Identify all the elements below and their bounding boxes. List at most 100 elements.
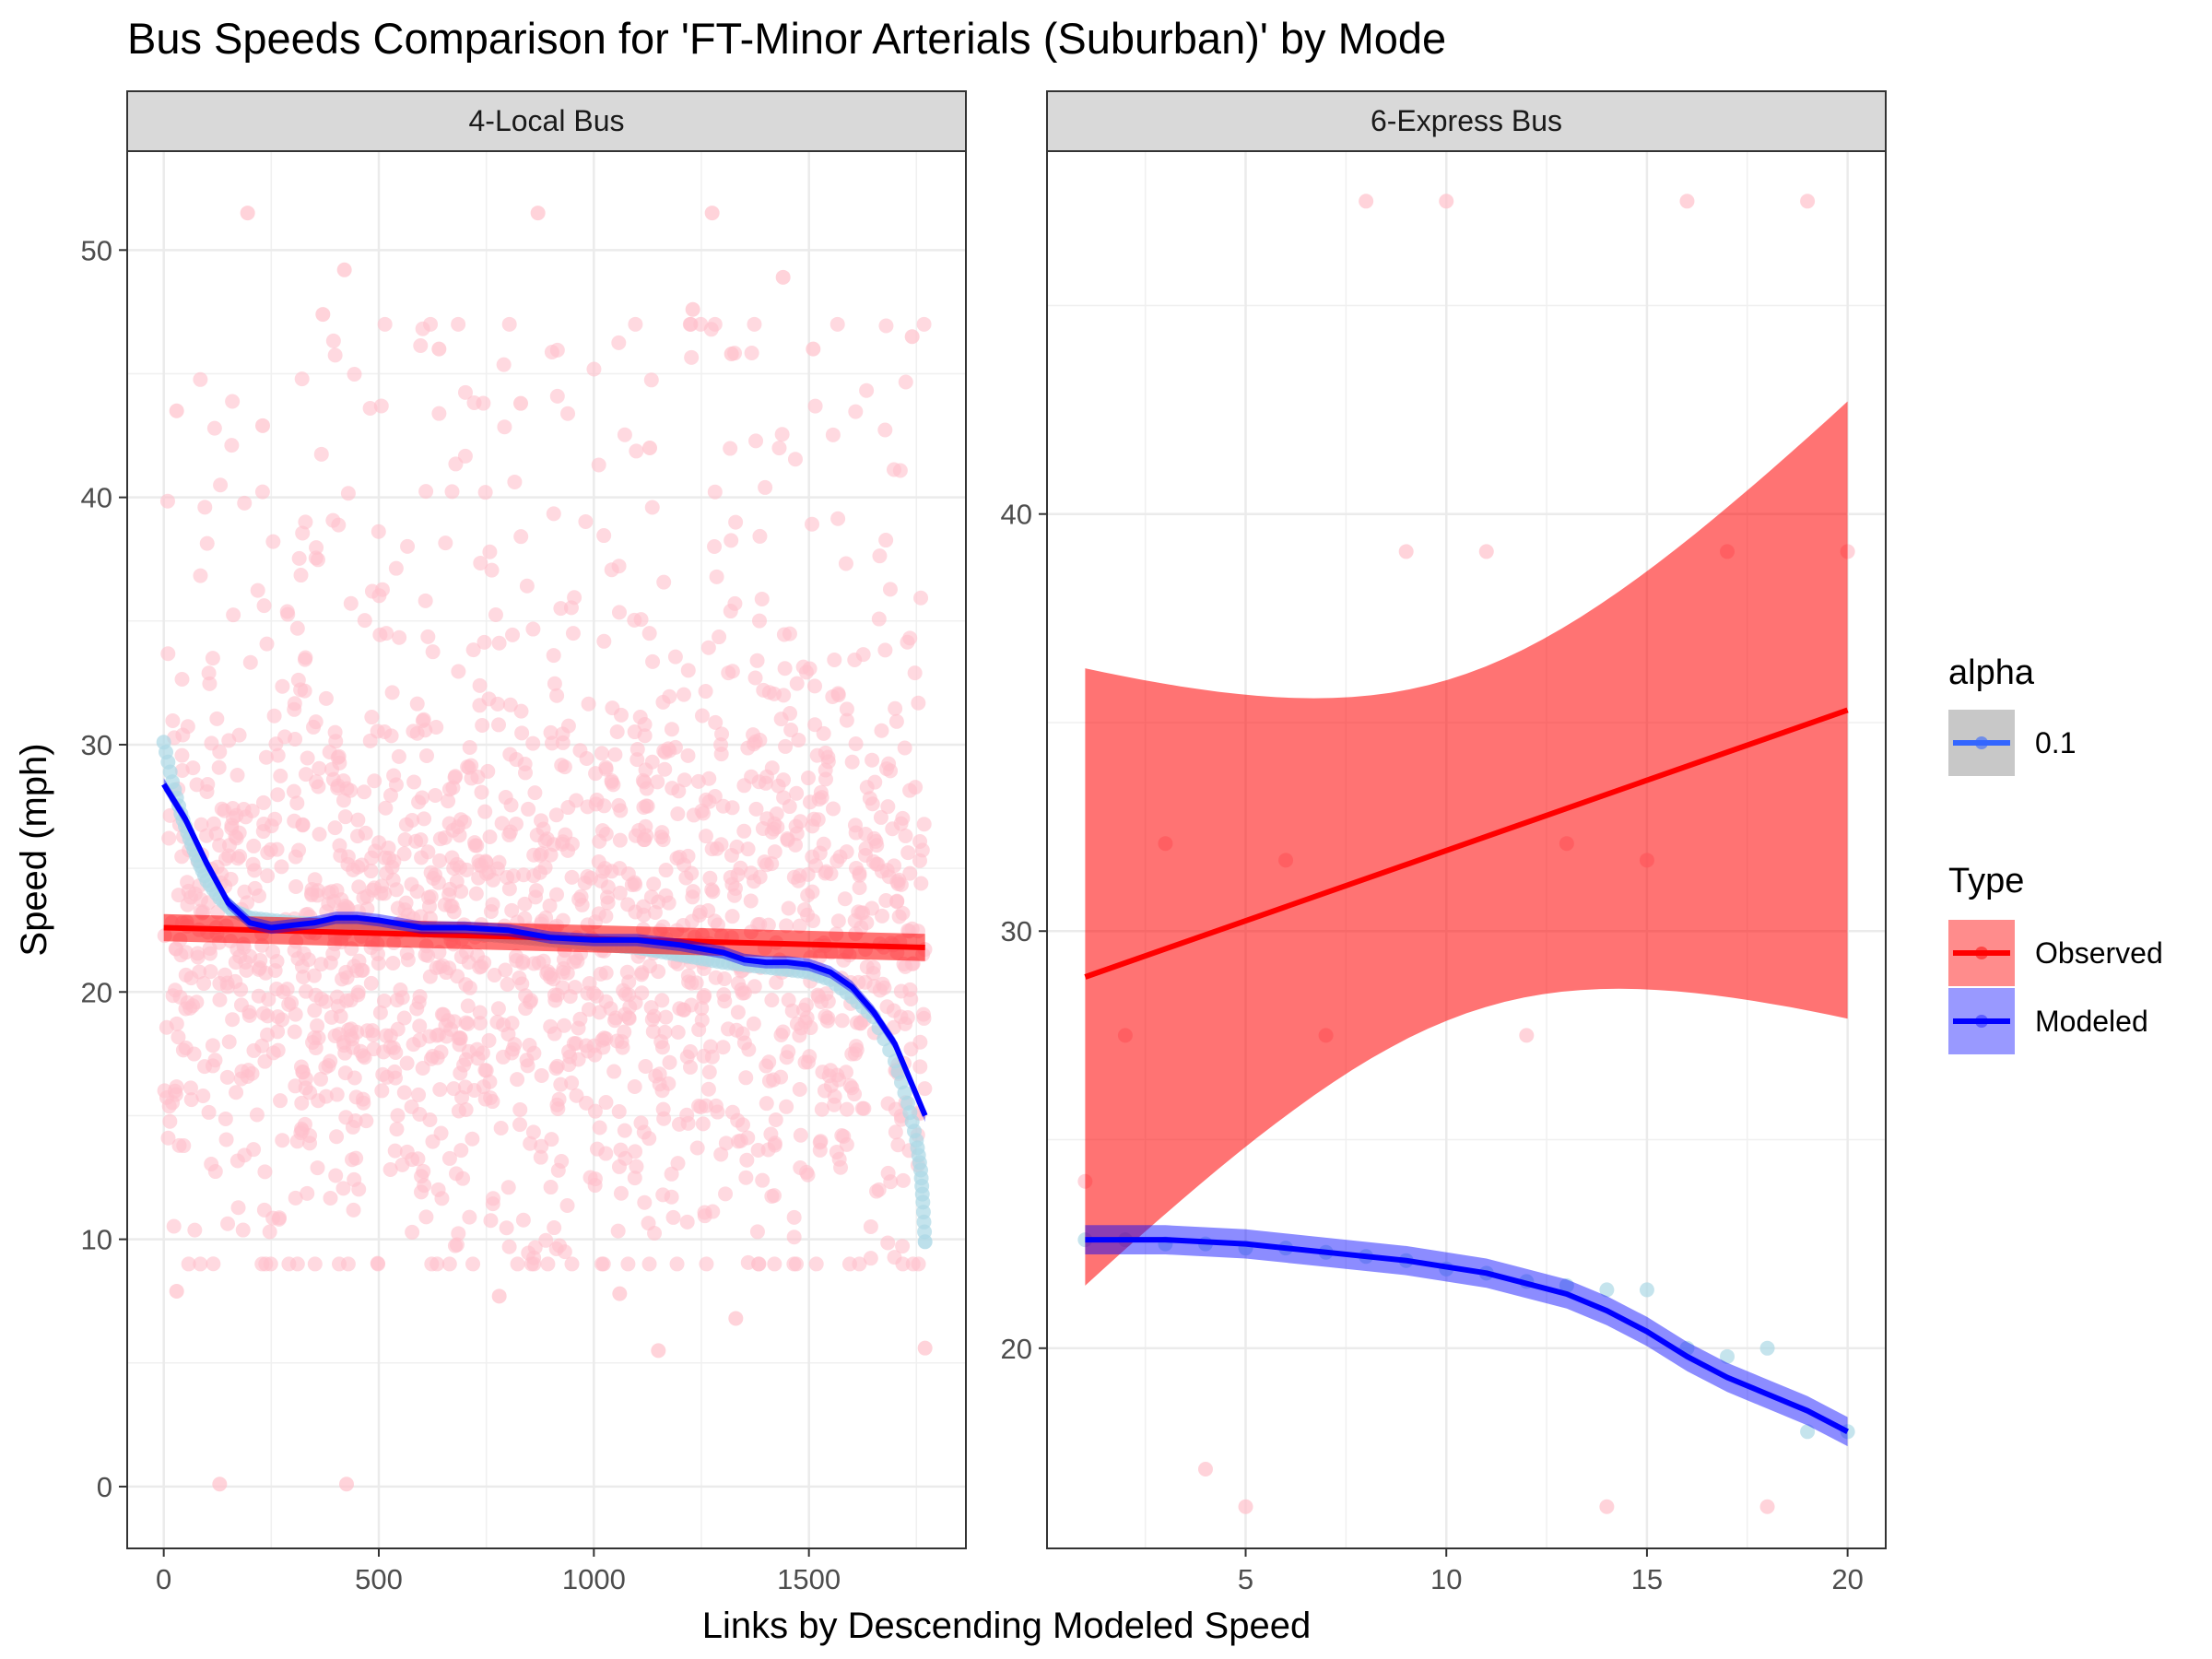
observed-point — [691, 1022, 707, 1038]
legend-title-alpha: alpha — [1948, 653, 2035, 692]
observed-point — [656, 1111, 672, 1126]
observed-point — [237, 1147, 253, 1163]
observed-point — [597, 861, 613, 877]
observed-point — [816, 836, 831, 852]
observed-point — [916, 316, 932, 332]
observed-point — [758, 479, 773, 495]
observed-point — [598, 759, 614, 775]
observed-point — [834, 1013, 850, 1029]
observed-point — [767, 844, 782, 860]
observed-point — [171, 1137, 187, 1153]
observed-point — [645, 1024, 661, 1040]
observed-point — [286, 783, 301, 799]
observed-point — [638, 1059, 653, 1075]
observed-point — [874, 723, 889, 738]
observed-point — [778, 738, 794, 754]
observed-point — [878, 318, 894, 334]
observed-point — [351, 1182, 367, 1197]
observed-point — [895, 1239, 911, 1254]
observed-point — [453, 884, 469, 900]
observed-point — [458, 1079, 474, 1095]
observed-point — [207, 1053, 223, 1068]
observed-point — [518, 1001, 534, 1017]
observed-point — [900, 634, 915, 650]
observed-point — [412, 1106, 428, 1122]
observed-point — [488, 606, 503, 622]
legend-label-modeled: Modeled — [2035, 1005, 2148, 1038]
observed-point — [275, 678, 290, 694]
observed-point — [425, 644, 441, 660]
observed-point — [318, 690, 334, 706]
panel-express-bus-ticks: 5 10 15 20 20 30 40 — [1001, 499, 1864, 1595]
observed-point — [641, 1256, 657, 1272]
observed-point — [313, 1071, 329, 1087]
strip-local-bus — [126, 90, 967, 152]
observed-point — [273, 768, 288, 783]
observed-point — [771, 441, 787, 456]
observed-point — [324, 761, 340, 777]
observed-point — [392, 629, 407, 645]
modeled-point — [1759, 1340, 1775, 1356]
observed-point — [335, 773, 351, 789]
modeled-point — [1559, 1277, 1574, 1293]
observed-point — [525, 735, 541, 751]
observed-point — [693, 1100, 709, 1115]
observed-point — [394, 1157, 410, 1172]
observed-point — [318, 994, 334, 1009]
observed-point — [540, 1256, 556, 1272]
observed-point — [547, 993, 563, 1008]
observed-point — [295, 525, 311, 541]
observed-point — [398, 817, 414, 832]
observed-point — [724, 1104, 740, 1120]
observed-point — [636, 899, 652, 914]
observed-point — [237, 884, 253, 900]
observed-point — [406, 774, 422, 790]
observed-point — [411, 1087, 427, 1102]
observed-point — [624, 877, 640, 892]
observed-point — [477, 634, 492, 650]
observed-point — [898, 374, 913, 390]
observed-point — [916, 817, 932, 832]
observed-point — [478, 1063, 494, 1078]
observed-point — [186, 1046, 202, 1062]
observed-point — [656, 574, 672, 590]
observed-point — [540, 964, 556, 980]
observed-point — [655, 694, 671, 710]
observed-point — [612, 832, 628, 848]
observed-point — [872, 548, 888, 564]
observed-point — [534, 1068, 549, 1084]
observed-point — [852, 865, 867, 881]
observed-point — [486, 1191, 501, 1206]
observed-point — [1679, 194, 1695, 209]
observed-point — [460, 1016, 476, 1031]
observed-point — [818, 762, 833, 778]
observed-point — [814, 1101, 830, 1117]
observed-point — [343, 595, 359, 611]
observed-point — [701, 1065, 717, 1080]
observed-point — [877, 422, 893, 438]
observed-point — [162, 807, 178, 823]
observed-point — [739, 1152, 755, 1168]
observed-point — [251, 988, 266, 1004]
observed-point — [367, 880, 382, 896]
observed-point — [786, 1209, 802, 1225]
observed-point — [517, 896, 533, 912]
observed-point — [385, 1040, 401, 1055]
observed-point — [596, 1030, 612, 1046]
observed-point — [570, 953, 585, 969]
observed-point — [776, 790, 792, 806]
observed-point — [432, 853, 448, 868]
observed-point — [538, 1232, 554, 1248]
observed-point — [740, 1254, 756, 1270]
observed-point — [378, 800, 394, 816]
observed-point — [1398, 544, 1414, 559]
observed-point — [501, 827, 517, 842]
observed-point — [553, 601, 569, 617]
observed-point — [497, 419, 512, 435]
observed-point — [388, 560, 404, 576]
observed-point — [532, 847, 547, 863]
observed-point — [489, 1014, 505, 1030]
observed-point — [321, 896, 336, 912]
modeled-point — [917, 1234, 933, 1250]
